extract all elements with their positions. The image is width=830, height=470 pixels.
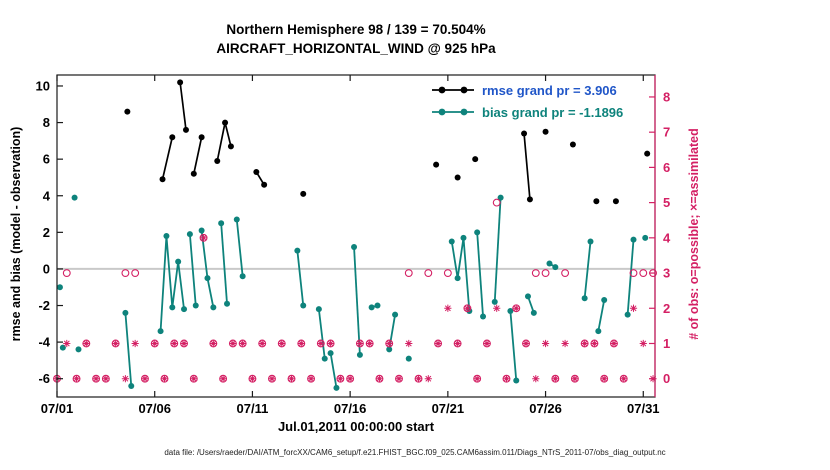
svg-text:0: 0 — [663, 371, 670, 386]
right-axis-ticks: 0 1 2 3 4 5 6 7 8 — [649, 89, 671, 386]
svg-text:07/16: 07/16 — [334, 401, 367, 416]
svg-text:6: 6 — [43, 152, 50, 167]
svg-text:3: 3 — [663, 266, 670, 281]
svg-text:6: 6 — [663, 160, 670, 175]
svg-text:-2: -2 — [38, 298, 50, 313]
svg-text:10: 10 — [36, 78, 50, 93]
possible-count-markers — [53, 198, 657, 383]
svg-text:5: 5 — [663, 195, 670, 210]
x-axis-label: Jul.01,2011 00:00:00 start — [277, 419, 435, 434]
svg-text:7: 7 — [663, 125, 670, 140]
svg-text:8: 8 — [43, 115, 50, 130]
data-file-caption: data file: /Users/raeder/DAI/ATM_forcXX/… — [164, 448, 666, 457]
legend-entry-rmse: rmse grand pr = 3.906 — [430, 79, 623, 101]
svg-text:4: 4 — [663, 230, 671, 245]
svg-text:07/21: 07/21 — [432, 401, 465, 416]
svg-text:2: 2 — [43, 225, 50, 240]
svg-text:07/26: 07/26 — [529, 401, 562, 416]
legend-rmse-label: rmse grand pr = 3.906 — [482, 82, 617, 98]
svg-text:07/06: 07/06 — [138, 401, 171, 416]
chart-title-line1: Northern Hemisphere 98 / 139 = 70.504% — [226, 22, 486, 37]
chart-title-line2: AIRCRAFT_HORIZONTAL_WIND @ 925 hPa — [216, 41, 496, 56]
svg-text:4: 4 — [43, 188, 51, 203]
bias-line-sample-icon — [432, 108, 474, 116]
svg-text:07/31: 07/31 — [627, 401, 660, 416]
rmse-series — [124, 79, 651, 205]
svg-text:2: 2 — [663, 301, 670, 316]
legend-entry-bias: bias grand pr = -1.1896 — [430, 101, 623, 123]
svg-text:07/01: 07/01 — [41, 401, 74, 416]
svg-text:-6: -6 — [38, 371, 50, 386]
assimilated-count-markers — [53, 234, 657, 383]
x-axis-ticks: 07/01 07/06 07/11 07/16 07/21 07/26 07/31 — [41, 75, 660, 416]
svg-text:0: 0 — [43, 261, 50, 276]
svg-text:8: 8 — [663, 89, 670, 104]
svg-text:07/11: 07/11 — [237, 401, 269, 416]
left-axis-ticks: -6 -4 -2 0 2 4 6 8 10 — [36, 78, 63, 386]
rmse-line-sample-icon — [432, 86, 474, 94]
svg-text:1: 1 — [663, 336, 670, 351]
plot-border — [56, 74, 656, 398]
bias-series — [56, 194, 649, 391]
svg-text:-4: -4 — [38, 335, 50, 350]
legend-bias-label: bias grand pr = -1.1896 — [482, 104, 624, 120]
legend: rmse grand pr = 3.906 bias grand pr = -1… — [430, 79, 623, 123]
